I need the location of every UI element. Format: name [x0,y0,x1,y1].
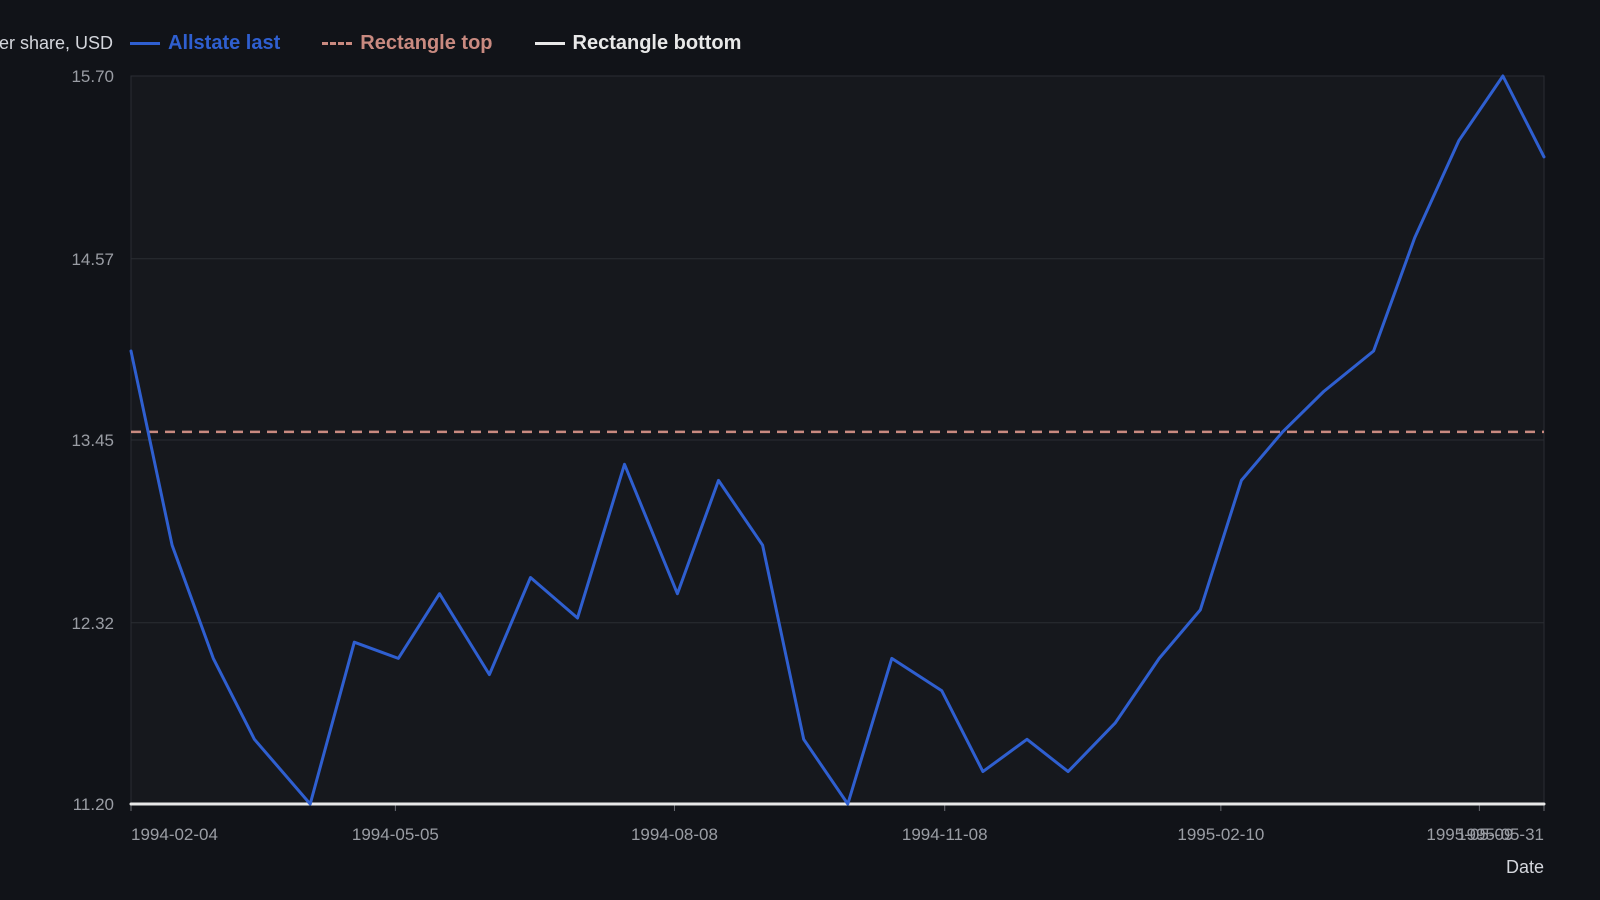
legend-label-allstate-last: Allstate last [168,32,281,54]
x-tick-label: 1994-11-08 [902,825,988,844]
x-axis: 1994-02-04 1994-05-05 1994-08-08 1994-11-08… [130,804,1545,844]
x-tick-label: 1995-05-31 [1457,825,1544,844]
series-group [129,74,1546,806]
y-tick-label: 11.20 [73,795,114,814]
x-tick-label: 1995-02-10 [1177,825,1264,844]
legend-swatch-rectangle-bottom [534,42,565,45]
series-line-allstate-last [129,74,1546,806]
legend-label-rectangle-top: Rectangle top [360,32,493,54]
x-tick-label: 1994-05-05 [352,825,439,844]
legend-swatch-rectangle-top [322,42,353,45]
y-tick-label: 14.57 [71,250,114,269]
legend-item-rectangle-top[interactable]: Rectangle top [322,32,493,55]
legend-item-rectangle-bottom[interactable]: Rectangle bottom [534,32,742,55]
y-tick-label: 15.70 [71,67,114,86]
y-tick-label: 12.32 [71,614,114,633]
y-tick-label: 13.45 [71,431,114,450]
legend-label-rectangle-bottom: Rectangle bottom [572,32,742,54]
y-axis: 11.20 12.32 13.45 14.57 15.70 [71,67,114,814]
legend: Allstate last Rectangle top Rectangle bo… [130,32,783,55]
x-tick-label: 1994-08-08 [631,825,718,844]
x-tick-label: 1994-02-04 [131,825,218,844]
legend-swatch-allstate-last [130,42,160,45]
y-axis-label: Price per share, USD [0,33,113,53]
x-axis-label: Date [1505,857,1544,877]
x-tick-label: 1995-05-09 [1426,825,1513,844]
legend-item-allstate-last[interactable]: Allstate last [130,32,280,55]
